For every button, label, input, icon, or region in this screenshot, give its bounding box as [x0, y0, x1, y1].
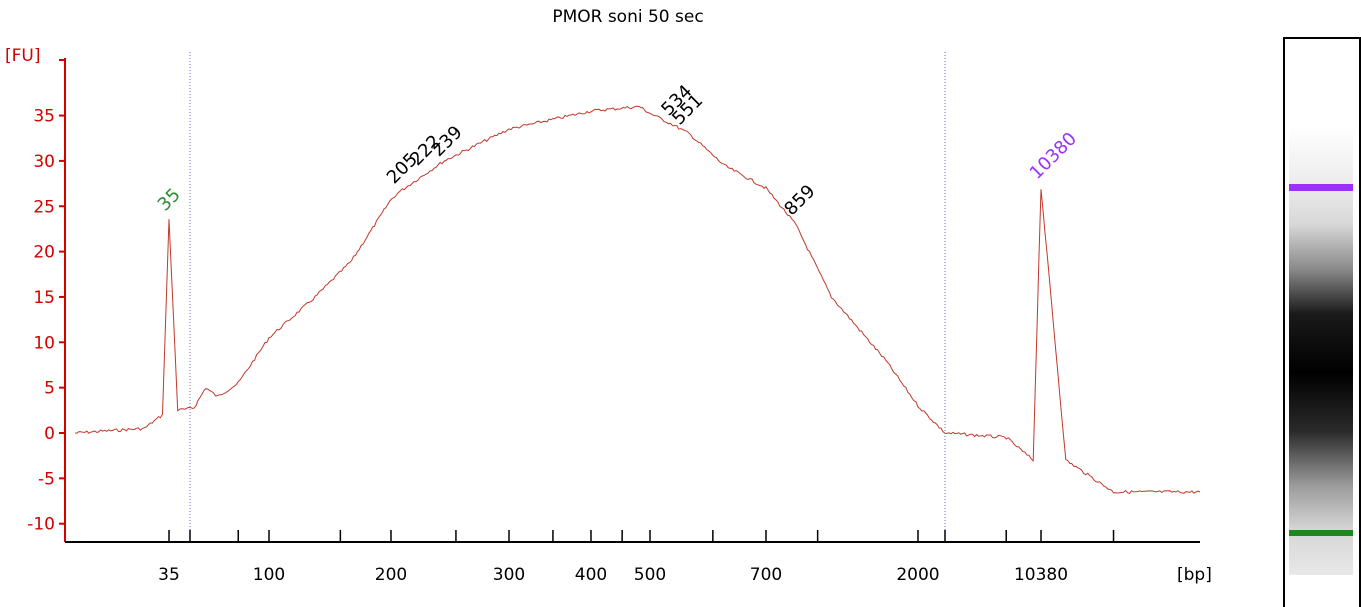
- gel-lane: [1283, 37, 1361, 607]
- gel-lane-smear: [1289, 125, 1353, 575]
- x-tick-label: 100: [253, 565, 285, 585]
- y-axis: 35 30 25 20 15 10 5 0 -5 -10: [27, 58, 66, 542]
- x-axis-label: [bp]: [1177, 565, 1212, 585]
- y-tick-label: -10: [27, 515, 55, 535]
- peak-label-10380: 10380: [1026, 128, 1081, 183]
- gel-lower-marker-band: [1289, 530, 1353, 536]
- x-tick-label: 300: [493, 565, 525, 585]
- y-tick-label: 35: [33, 107, 55, 127]
- x-tick-label: 500: [634, 565, 666, 585]
- x-tick-label: 10380: [1014, 565, 1068, 585]
- peak-label-35: 35: [154, 184, 185, 215]
- y-axis-label: [FU]: [5, 46, 41, 66]
- trace-group: [74, 105, 1201, 494]
- y-tick-label: -5: [38, 469, 55, 489]
- x-tick-label: 200: [375, 565, 407, 585]
- x-tick-label: 400: [575, 565, 607, 585]
- region-markers: [189, 52, 946, 542]
- y-tick-label: 15: [33, 288, 55, 308]
- chart-title: PMOR soni 50 sec: [552, 7, 703, 27]
- x-tick-label: 35: [158, 565, 180, 585]
- y-tick-label: 30: [33, 152, 55, 172]
- y-tick-label: 25: [33, 197, 55, 217]
- y-tick-label: 10: [33, 333, 55, 353]
- x-tick-label: 700: [750, 565, 782, 585]
- y-tick-label: 0: [44, 424, 55, 444]
- x-axis: 35 100 200 300 400 500 700 2000 10380: [65, 530, 1200, 585]
- y-tick-label: 5: [44, 379, 55, 399]
- trace-line-0: [74, 105, 1201, 494]
- y-tick-label: 20: [33, 243, 55, 263]
- gel-upper-marker-band: [1289, 184, 1353, 191]
- x-tick-label: 2000: [896, 565, 939, 585]
